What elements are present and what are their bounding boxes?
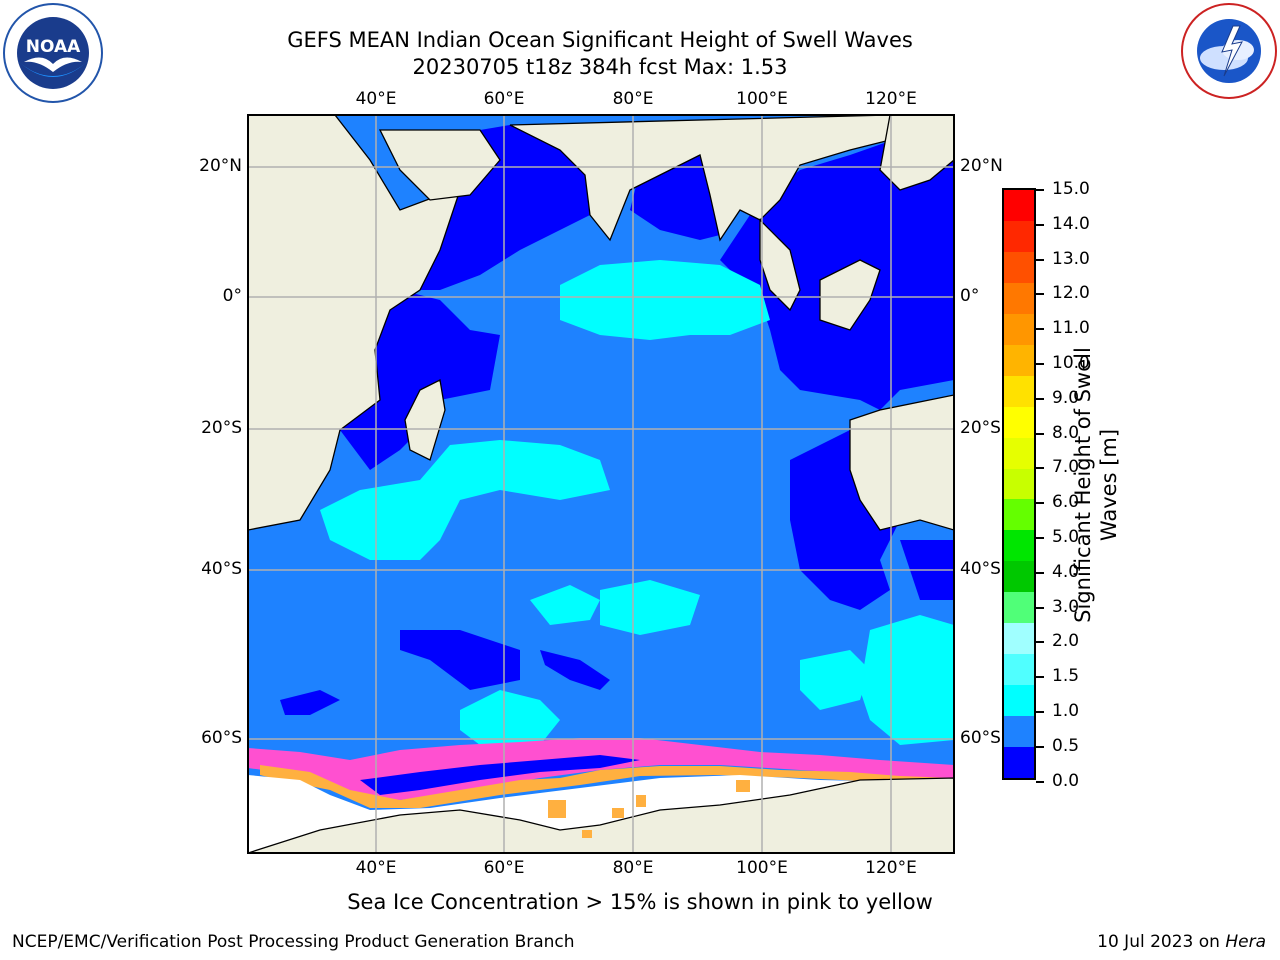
chart-subtitle: 20230705 t18z 384h fcst Max: 1.53 (412, 55, 788, 79)
colorbar-tick-mark (1036, 676, 1044, 679)
colorbar-tick-mark (1036, 537, 1044, 539)
colorbar-tick-mark (1036, 502, 1044, 505)
colorbar-tick-label: 6.0 (1052, 492, 1080, 513)
graticule (248, 115, 954, 853)
noaa-logo-icon: NOAA (2, 2, 104, 104)
colorbar-title-line1: Significant Height of Swell (1071, 347, 1095, 623)
colorbar-tick-mark (1036, 189, 1044, 191)
colorbar-tick-mark (1036, 745, 1044, 748)
lat-label-right: 60°S (960, 728, 1001, 748)
chart-title: GEFS MEAN Indian Ocean Significant Heigh… (287, 28, 913, 52)
colorbar-tick-mark (1036, 363, 1044, 365)
colorbar-tick-label: 7.0 (1052, 457, 1080, 478)
colorbar-tick-mark (1036, 258, 1044, 261)
colorbar-band (1004, 592, 1034, 624)
lat-label-left: 0° (222, 286, 242, 306)
colorbar-tick-label: 4.0 (1052, 561, 1080, 582)
lon-label-bottom: 80°E (612, 858, 654, 878)
colorbar-band (1004, 437, 1034, 470)
lat-label-right: 20°N (960, 156, 1003, 176)
lon-label-top: 100°E (736, 89, 788, 109)
map-frame (247, 114, 955, 854)
colorbar-band (1004, 344, 1034, 377)
colorbar-band (1004, 251, 1034, 284)
sea-ice-note: Sea Ice Concentration > 15% is shown in … (347, 890, 933, 914)
colorbar-band (1004, 282, 1034, 315)
colorbar-tick-label: 0.5 (1052, 735, 1080, 756)
lon-label-bottom: 40°E (355, 858, 397, 878)
colorbar-tick-label: 5.0 (1052, 527, 1080, 547)
colorbar-title: Significant Height of Swell Waves [m] (1070, 285, 1130, 685)
lat-label-left: 20°S (201, 418, 242, 438)
colorbar-band (1004, 716, 1034, 748)
noaa-logo-text: NOAA (26, 37, 81, 57)
colorbar-tick-label: 1.5 (1052, 666, 1080, 687)
colorbar-band (1004, 623, 1034, 655)
colorbar-tick-mark (1036, 467, 1044, 470)
lat-label-left: 40°S (201, 559, 242, 579)
lat-label-right: 40°S (960, 559, 1001, 579)
lon-label-bottom: 60°E (483, 858, 525, 878)
colorbar-tick-mark (1036, 293, 1044, 296)
colorbar-band (1004, 468, 1034, 500)
colorbar-tick-label: 0.0 (1052, 770, 1080, 791)
lat-label-left: 60°S (201, 728, 242, 748)
land-masses (248, 115, 954, 853)
sea-ice-edge-orange (260, 765, 954, 808)
colorbar-tick-label: 1.0 (1052, 701, 1080, 721)
sea-ice-specks (548, 780, 750, 838)
colorbar-band (1004, 406, 1034, 439)
lon-label-top: 60°E (483, 89, 525, 109)
colorbar-tick-mark (1036, 397, 1044, 400)
colorbar-tick-label: 10.0 (1052, 353, 1090, 373)
colorbar-tick-mark (1036, 780, 1044, 783)
footer-date: 10 Jul 2023 on Hera (1097, 932, 1266, 952)
lon-label-bottom: 100°E (736, 858, 788, 878)
colorbar-tick-label: 3.0 (1052, 596, 1080, 617)
lon-label-top: 40°E (355, 89, 397, 109)
lon-label-top: 80°E (612, 89, 654, 109)
map-panel (247, 114, 955, 854)
colorbar-tick-mark (1036, 711, 1044, 713)
colorbar-band (1004, 220, 1034, 253)
colorbar-band (1004, 747, 1034, 779)
colorbar-band (1004, 530, 1034, 562)
colorbar-band (1004, 561, 1034, 593)
colorbar-band (1004, 375, 1034, 408)
colorbar-tick-mark (1036, 571, 1044, 574)
colorbar-tick-label: 15.0 (1052, 179, 1090, 199)
colorbar-tick-mark (1036, 223, 1044, 226)
lon-label-top: 120°E (865, 89, 917, 109)
colorbar-tick-mark (1036, 432, 1044, 435)
swell-height-map (247, 114, 955, 854)
colorbar-tick-label: 13.0 (1052, 248, 1090, 269)
colorbar-tick-label: 11.0 (1052, 318, 1090, 339)
colorbar-tick-label: 9.0 (1052, 387, 1080, 408)
high-swell-regions (320, 260, 954, 745)
colorbar-band (1004, 313, 1034, 346)
footer-credit: NCEP/EMC/Verification Post Processing Pr… (12, 932, 575, 952)
colorbar (1002, 188, 1036, 780)
colorbar-tick-label: 14.0 (1052, 213, 1090, 234)
colorbar-tick-mark (1036, 641, 1044, 644)
colorbar-band (1004, 499, 1034, 531)
ice-margin-low-swell (360, 755, 640, 795)
colorbar-tick-label: 12.0 (1052, 283, 1090, 304)
colorbar-tick-label: 2.0 (1052, 631, 1080, 652)
colorbar-band (1004, 190, 1034, 222)
national-weather-service-logo-icon (1178, 2, 1280, 100)
footer-date-text: 10 Jul 2023 on (1097, 932, 1226, 952)
colorbar-title-line2: Waves [m] (1097, 428, 1121, 542)
footer-machine: Hera (1225, 932, 1266, 952)
lon-label-bottom: 120°E (865, 858, 917, 878)
colorbar-tick-mark (1036, 606, 1044, 609)
colorbar-tick-label: 8.0 (1052, 422, 1080, 443)
colorbar-band (1004, 685, 1034, 717)
colorbar-band (1004, 654, 1034, 686)
lat-label-right: 0° (960, 286, 980, 306)
lat-label-left: 20°N (199, 156, 242, 176)
colorbar-tick-mark (1036, 328, 1044, 331)
lat-label-right: 20°S (960, 418, 1001, 438)
